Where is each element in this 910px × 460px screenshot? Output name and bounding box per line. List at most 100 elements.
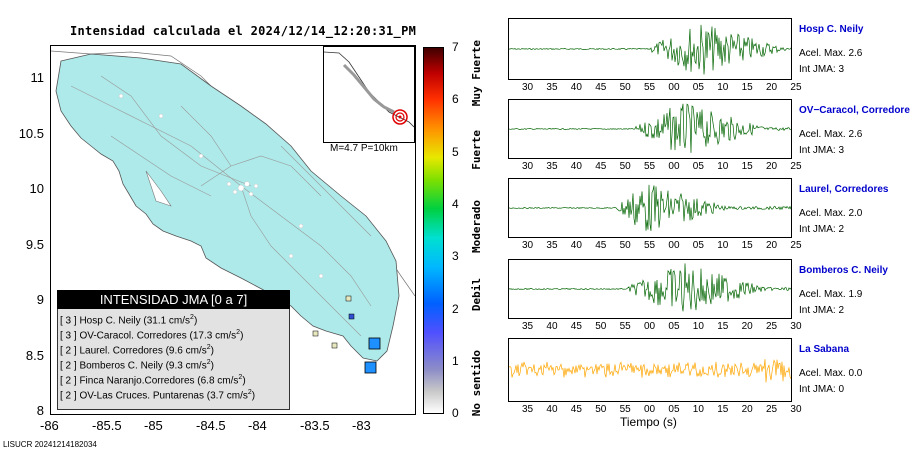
time-tick: 15	[717, 404, 729, 415]
time-tick: 15	[741, 161, 753, 172]
legend-close: )	[210, 360, 214, 372]
time-tick: 30	[522, 240, 534, 251]
colorbar-tick: 5	[452, 144, 459, 159]
colorbar-tick: 1	[452, 353, 459, 368]
time-tick: 55	[644, 240, 656, 251]
seismogram-panel	[508, 259, 792, 319]
seismogram-panel	[508, 178, 792, 238]
map-y-tick: 9.5	[25, 236, 44, 252]
legend-close: )	[240, 330, 244, 342]
time-tick: 55	[619, 404, 631, 415]
time-tick: 35	[546, 82, 558, 93]
time-tick: 55	[644, 161, 656, 172]
waveform-trace	[508, 24, 792, 75]
colorbar-tick: 3	[452, 249, 459, 264]
time-tick: 00	[668, 240, 680, 251]
legend-row: [ 2 ] Laurel. Corredores (9.6 cm/s2)	[60, 344, 214, 356]
colorbar-word: Fuerte	[470, 130, 483, 170]
time-tick: 50	[619, 240, 631, 251]
time-tick: 20	[766, 161, 778, 172]
waveform	[508, 184, 792, 231]
map-y-tick: 11	[30, 70, 45, 85]
waveform	[508, 263, 792, 312]
map-x-tick: -86	[40, 418, 59, 433]
time-tick: 35	[546, 240, 558, 251]
colorbar-tick: 4	[452, 196, 459, 211]
station-marker-bomberos	[345, 295, 352, 302]
colorbar-word: Moderado	[470, 200, 483, 253]
station-max-accel: Acel. Max. 2.0	[799, 208, 863, 219]
time-tick: 25	[766, 321, 778, 332]
time-tick: 50	[595, 321, 607, 332]
time-tick: 00	[644, 404, 656, 415]
legend-close: )	[242, 375, 246, 387]
map-x-tick: -85	[144, 418, 163, 433]
colorbar-word: No sentido	[470, 350, 483, 417]
time-tick: 25	[790, 161, 802, 172]
waveform-trace	[508, 184, 792, 231]
station-jma-intensity: Int JMA: 2	[799, 224, 845, 235]
time-tick: 40	[570, 161, 582, 172]
time-tick: 30	[522, 82, 534, 93]
time-tick: 35	[522, 404, 534, 415]
time-tick: 05	[692, 161, 704, 172]
station-marker-hosp-neily	[368, 337, 381, 350]
colorbar-tick: 2	[452, 301, 459, 316]
time-tick: 05	[692, 240, 704, 251]
station-jma-intensity: Int JMA: 2	[799, 305, 845, 316]
legend-jma: [ 2 ]	[60, 345, 80, 357]
legend-unit-exp: 2	[236, 329, 241, 336]
map-y-tick: 10	[29, 181, 44, 196]
map-x-tick: -83.5	[300, 418, 330, 433]
legend-jma: [ 2 ]	[60, 360, 80, 372]
seismogram-panel	[508, 338, 792, 402]
station-jma-intensity: Int JMA: 3	[799, 145, 845, 156]
time-tick: 15	[741, 240, 753, 251]
station-marker-ov-caracol	[364, 361, 377, 374]
legend-station: Laurel. Corredores (9.6 cm/s	[79, 345, 207, 357]
time-tick: 55	[619, 321, 631, 332]
colorbar-word: Muy Fuerte	[470, 40, 483, 107]
time-tick: 10	[717, 240, 729, 251]
time-tick: 20	[741, 321, 753, 332]
waveform-trace	[508, 103, 792, 153]
waveform-trace	[508, 263, 792, 312]
magnitude-depth-label: M=4.7 P=10km	[330, 143, 398, 154]
legend-close: )	[193, 315, 198, 327]
time-axis-label: Tiempo (s)	[620, 415, 677, 429]
time-tick: 05	[668, 321, 680, 332]
time-tick: 30	[790, 321, 802, 332]
map-y-tick: 9	[36, 292, 44, 307]
station-name: Laurel, Corredores	[799, 184, 889, 195]
time-tick: 30	[522, 161, 534, 172]
time-tick: 10	[717, 161, 729, 172]
legend-unit-exp: 2	[190, 314, 194, 321]
time-tick: 45	[595, 240, 607, 251]
legend-row: [ 2 ] Bomberos C. Neily (9.3 cm/s2)	[60, 359, 214, 371]
time-tick: 45	[595, 161, 607, 172]
station-max-accel: Acel. Max. 2.6	[799, 48, 863, 59]
colorbar-tick: 7	[452, 40, 459, 54]
time-tick: 00	[668, 161, 680, 172]
colorbar-word: Debil	[470, 278, 483, 312]
legend-row: [ 3 ] Hosp C. Neily (31.1 cm/s2)	[60, 314, 197, 326]
time-tick: 50	[619, 161, 631, 172]
time-tick: 30	[790, 404, 802, 415]
station-name: Bomberos C. Neily	[799, 265, 888, 276]
station-max-accel: Acel. Max. 0.0	[799, 368, 863, 379]
map-title: Intensidad calculada el 2024/12/14_12:20…	[70, 24, 417, 38]
time-tick: 10	[692, 404, 704, 415]
time-tick: 35	[522, 321, 534, 332]
time-tick: 35	[546, 161, 558, 172]
station-jma-intensity: Int JMA: 0	[799, 384, 845, 395]
time-tick: 50	[595, 404, 607, 415]
legend-row: [ 2 ] Finca Naranjo.Corredores (6.8 cm/s…	[60, 374, 246, 386]
legend-jma: [ 3 ]	[60, 315, 80, 327]
waveform	[508, 359, 792, 383]
time-tick: 40	[570, 82, 582, 93]
seismogram-panel	[508, 18, 792, 80]
station-name: Hosp C. Neily	[799, 24, 864, 35]
station-name: La Sabana	[799, 344, 850, 355]
time-tick: 20	[741, 404, 753, 415]
legend-unit-exp: 2	[238, 374, 243, 381]
